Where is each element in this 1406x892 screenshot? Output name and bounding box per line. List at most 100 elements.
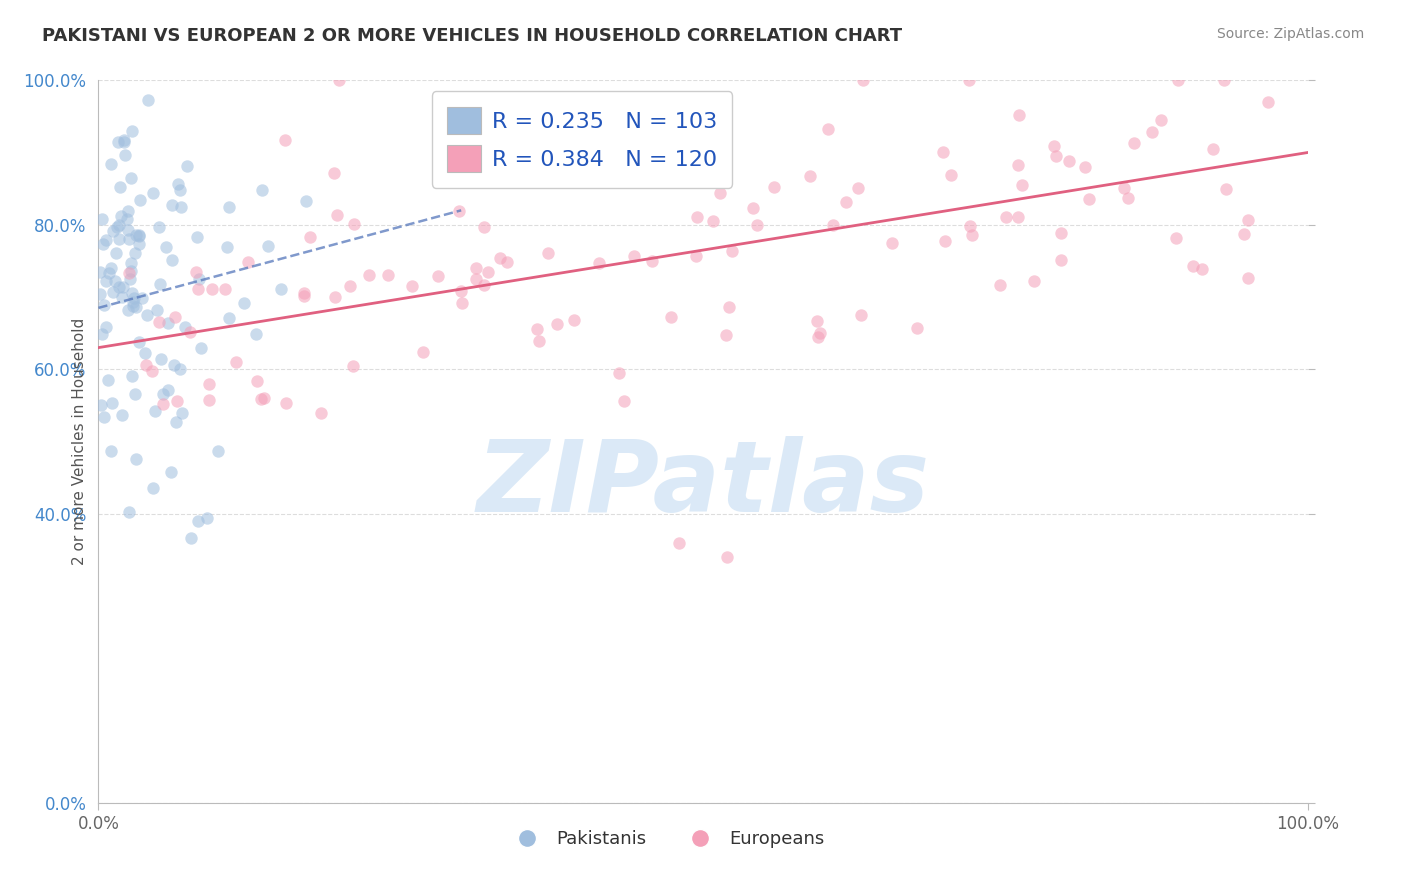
- Point: [141, 364, 163, 378]
- Point: [686, 210, 709, 224]
- Point: [93, 298, 115, 312]
- Point: [623, 249, 645, 263]
- Point: [186, 265, 208, 279]
- Point: [112, 279, 135, 293]
- Point: [225, 355, 247, 369]
- Point: [96, 274, 118, 288]
- Point: [90, 398, 112, 412]
- Point: [957, 73, 980, 87]
- Point: [114, 148, 136, 162]
- Point: [668, 535, 690, 549]
- Point: [474, 219, 496, 234]
- Point: [716, 328, 738, 343]
- Point: [325, 290, 347, 304]
- Point: [1022, 274, 1045, 288]
- Legend: Pakistanis, Europeans: Pakistanis, Europeans: [502, 822, 831, 855]
- Point: [1042, 139, 1064, 153]
- Point: [176, 159, 198, 173]
- Point: [111, 290, 134, 304]
- Point: [148, 220, 170, 235]
- Point: [218, 311, 240, 326]
- Point: [1116, 191, 1139, 205]
- Point: [709, 186, 731, 200]
- Point: [174, 320, 197, 334]
- Point: [148, 315, 170, 329]
- Point: [747, 218, 769, 232]
- Point: [994, 211, 1017, 225]
- Point: [187, 271, 209, 285]
- Point: [1050, 226, 1073, 240]
- Point: [339, 278, 361, 293]
- Point: [806, 330, 828, 344]
- Point: [276, 396, 298, 410]
- Point: [250, 183, 273, 197]
- Point: [562, 313, 585, 327]
- Point: [489, 170, 512, 185]
- Point: [112, 132, 135, 146]
- Point: [1049, 253, 1071, 268]
- Point: [155, 240, 177, 254]
- Point: [170, 200, 193, 214]
- Point: [198, 393, 221, 408]
- Point: [932, 145, 955, 159]
- Point: [93, 409, 115, 424]
- Point: [190, 342, 212, 356]
- Point: [718, 300, 741, 314]
- Point: [96, 233, 118, 247]
- Point: [121, 286, 143, 301]
- Point: [1202, 142, 1225, 156]
- Point: [152, 387, 174, 401]
- Point: [131, 291, 153, 305]
- Point: [110, 209, 132, 223]
- Point: [160, 198, 183, 212]
- Point: [169, 361, 191, 376]
- Point: [100, 443, 122, 458]
- Point: [120, 171, 142, 186]
- Point: [197, 377, 219, 392]
- Point: [117, 203, 139, 218]
- Point: [450, 296, 472, 310]
- Point: [160, 465, 183, 479]
- Point: [437, 149, 460, 163]
- Point: [117, 223, 139, 237]
- Point: [326, 208, 349, 222]
- Point: [292, 288, 315, 302]
- Point: [821, 218, 844, 232]
- Point: [880, 235, 903, 250]
- Point: [100, 260, 122, 275]
- Point: [149, 277, 172, 291]
- Point: [89, 287, 111, 301]
- Point: [817, 121, 839, 136]
- Point: [124, 246, 146, 260]
- Point: [128, 236, 150, 251]
- Point: [122, 291, 145, 305]
- Point: [253, 391, 276, 405]
- Text: PAKISTANI VS EUROPEAN 2 OR MORE VEHICLES IN HOUSEHOLD CORRELATION CHART: PAKISTANI VS EUROPEAN 2 OR MORE VEHICLES…: [42, 27, 903, 45]
- Point: [121, 368, 143, 383]
- Point: [167, 178, 190, 192]
- Point: [94, 319, 117, 334]
- Point: [169, 183, 191, 197]
- Point: [328, 73, 350, 87]
- Point: [1077, 193, 1099, 207]
- Point: [143, 404, 166, 418]
- Point: [806, 314, 828, 328]
- Point: [117, 212, 139, 227]
- Point: [464, 261, 486, 276]
- Point: [359, 268, 381, 282]
- Point: [186, 230, 208, 244]
- Point: [1142, 125, 1164, 139]
- Point: [270, 283, 292, 297]
- Point: [1181, 260, 1204, 274]
- Point: [988, 277, 1011, 292]
- Point: [101, 285, 124, 299]
- Point: [152, 397, 174, 411]
- Point: [588, 255, 610, 269]
- Point: [1150, 112, 1173, 127]
- Point: [1215, 182, 1237, 196]
- Point: [101, 224, 124, 238]
- Point: [1237, 271, 1260, 285]
- Point: [1045, 149, 1067, 163]
- Point: [118, 232, 141, 246]
- Text: Source: ZipAtlas.com: Source: ZipAtlas.com: [1216, 27, 1364, 41]
